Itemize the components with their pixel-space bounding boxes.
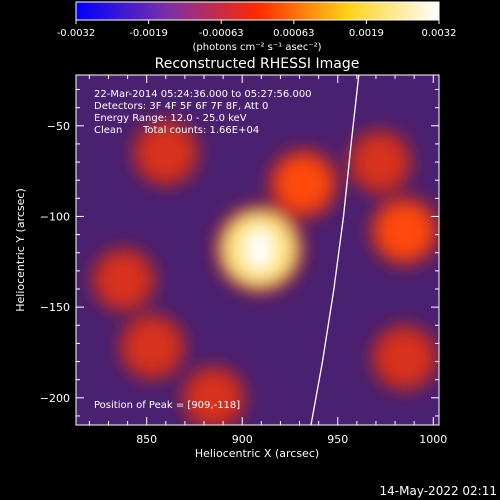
colorbar-tick-label: 0.00063 [273, 28, 314, 39]
heatmap-source [128, 323, 177, 371]
info-line-energy: Energy Range: 12.0 - 25.0 keV [94, 113, 247, 124]
heatmap-source [356, 139, 403, 185]
info-line-time: 22-Mar-2014 05:24:36.000 to 05:27:56.000 [94, 89, 312, 100]
heatmap-source [100, 257, 147, 303]
colorbar: -0.0032 -0.0019 -0.00063 0.00063 0.0019 0.003… [57, 1, 457, 53]
info-line-total-counts: Total counts: 1.66E+04 [142, 125, 259, 136]
y-axis-label: Heliocentric Y (arcsec) [14, 188, 27, 312]
colorbar-units-label: (photons cm⁻² s⁻¹ asec⁻²) [192, 42, 321, 53]
heatmap-source [190, 374, 237, 421]
info-block: 22-Mar-2014 05:24:36.000 to 05:27:56.000… [94, 89, 312, 411]
chart-title: Reconstructed RHESSI Image [155, 56, 360, 72]
heatmap-source [380, 334, 429, 382]
y-tick-label: −200 [40, 392, 70, 405]
colorbar-tick-label: -0.00063 [199, 28, 244, 39]
heatmap-source [141, 129, 190, 177]
heatmap-source [277, 157, 330, 210]
info-line-detectors: Detectors: 3F 4F 5F 6F 7F 8F, Att 0 [94, 101, 268, 112]
y-axis: −50 −100 −150 −200 [40, 89, 439, 417]
plot-frame [75, 74, 440, 426]
colorbar-tick-label: 0.0032 [422, 28, 457, 39]
info-line-clean: Clean [94, 125, 122, 136]
colorbar-tick-label: -0.0032 [57, 28, 96, 39]
heatmap-source [378, 204, 431, 258]
y-tick-label: −50 [47, 120, 70, 133]
footer-date: 14-May-2022 02:11 [380, 484, 497, 498]
peak-position-label: Position of Peak = [909,-118] [94, 400, 240, 411]
colorbar-ticks: -0.0032 -0.0019 -0.00063 0.00063 0.0019 0.003… [57, 20, 457, 39]
solar-limb-curve [310, 75, 360, 425]
colorbar-tick-label: -0.0019 [129, 28, 168, 39]
x-tick-label: 950 [327, 433, 348, 446]
y-tick-label: −100 [40, 210, 70, 223]
x-tick-label: 850 [136, 433, 157, 446]
heatmap-peak-core [245, 229, 274, 270]
x-tick-label: 900 [232, 433, 253, 446]
colorbar-strip [75, 1, 440, 21]
x-axis: 850 900 950 1000 [88, 75, 447, 446]
x-axis-label: Heliocentric X (arcsec) [195, 447, 319, 460]
x-tick-label: 1000 [419, 433, 447, 446]
plot-area [75, 74, 440, 426]
y-tick-label: −150 [40, 301, 70, 314]
heatmap-layer [90, 119, 439, 425]
colorbar-tick-label: 0.0019 [349, 28, 384, 39]
